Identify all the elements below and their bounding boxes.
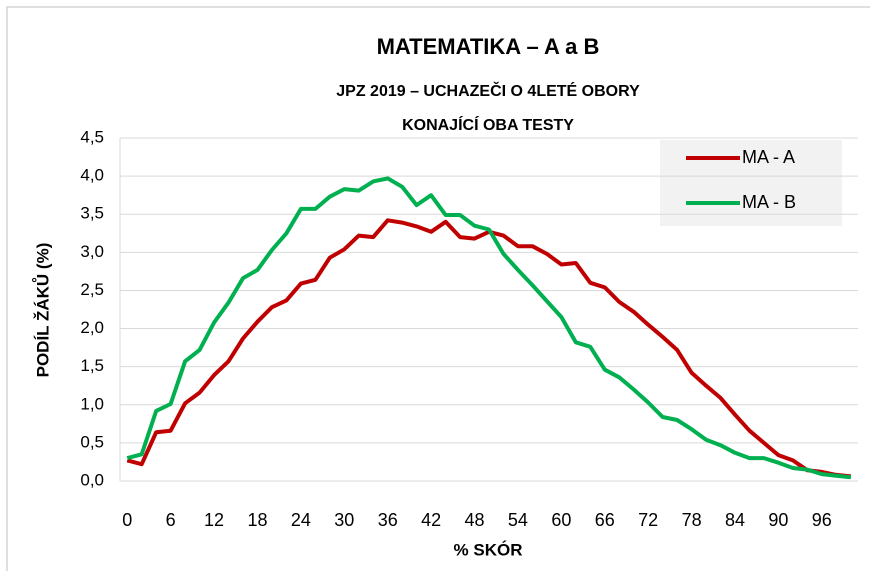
legend-label: MA - A	[742, 147, 795, 167]
y-tick-label: 1,5	[80, 356, 104, 375]
x-tick-label: 66	[595, 510, 615, 530]
series-line	[126, 176, 852, 480]
y-tick-label: 3,0	[80, 242, 104, 261]
chart-title: MATEMATIKA – A a B	[377, 34, 600, 59]
legend-box	[660, 140, 842, 226]
y-tick-label: 0,0	[80, 470, 104, 489]
x-tick-label: 54	[508, 510, 528, 530]
x-axis-label: % SKÓR	[454, 540, 523, 559]
y-tick-label: 0,5	[80, 432, 104, 451]
x-tick-label: 18	[247, 510, 267, 530]
y-tick-label: 2,0	[80, 318, 104, 337]
x-tick-label: 42	[421, 510, 441, 530]
chart-border	[6, 6, 870, 571]
x-tick-label: 6	[166, 510, 176, 530]
x-tick-label: 36	[378, 510, 398, 530]
y-tick-label: 1,0	[80, 394, 104, 413]
x-tick-label: 96	[812, 510, 832, 530]
x-tick-label: 48	[465, 510, 485, 530]
x-tick-label: 24	[291, 510, 311, 530]
y-tick-label: 3,5	[80, 204, 104, 223]
x-tick-label: 30	[334, 510, 354, 530]
x-tick-label: 84	[725, 510, 745, 530]
x-tick-label: 12	[204, 510, 224, 530]
series-line	[126, 218, 852, 479]
x-tick-label: 60	[551, 510, 571, 530]
y-axis-label: PODÍL ŽÁKŮ (%)	[32, 243, 52, 378]
x-tick-label: 90	[768, 510, 788, 530]
legend-label: MA - B	[742, 192, 796, 212]
chart-subtitle: KONAJÍCÍ OBA TESTY	[402, 115, 574, 134]
chart-subtitle: JPZ 2019 – UCHAZEČI O 4LETÉ OBORY	[336, 81, 640, 100]
y-tick-label: 4,0	[80, 166, 104, 185]
x-tick-label: 0	[122, 510, 132, 530]
x-tick-label: 72	[638, 510, 658, 530]
x-tick-label: 78	[682, 510, 702, 530]
y-tick-label: 2,5	[80, 280, 104, 299]
y-tick-label: 4,5	[80, 127, 104, 146]
